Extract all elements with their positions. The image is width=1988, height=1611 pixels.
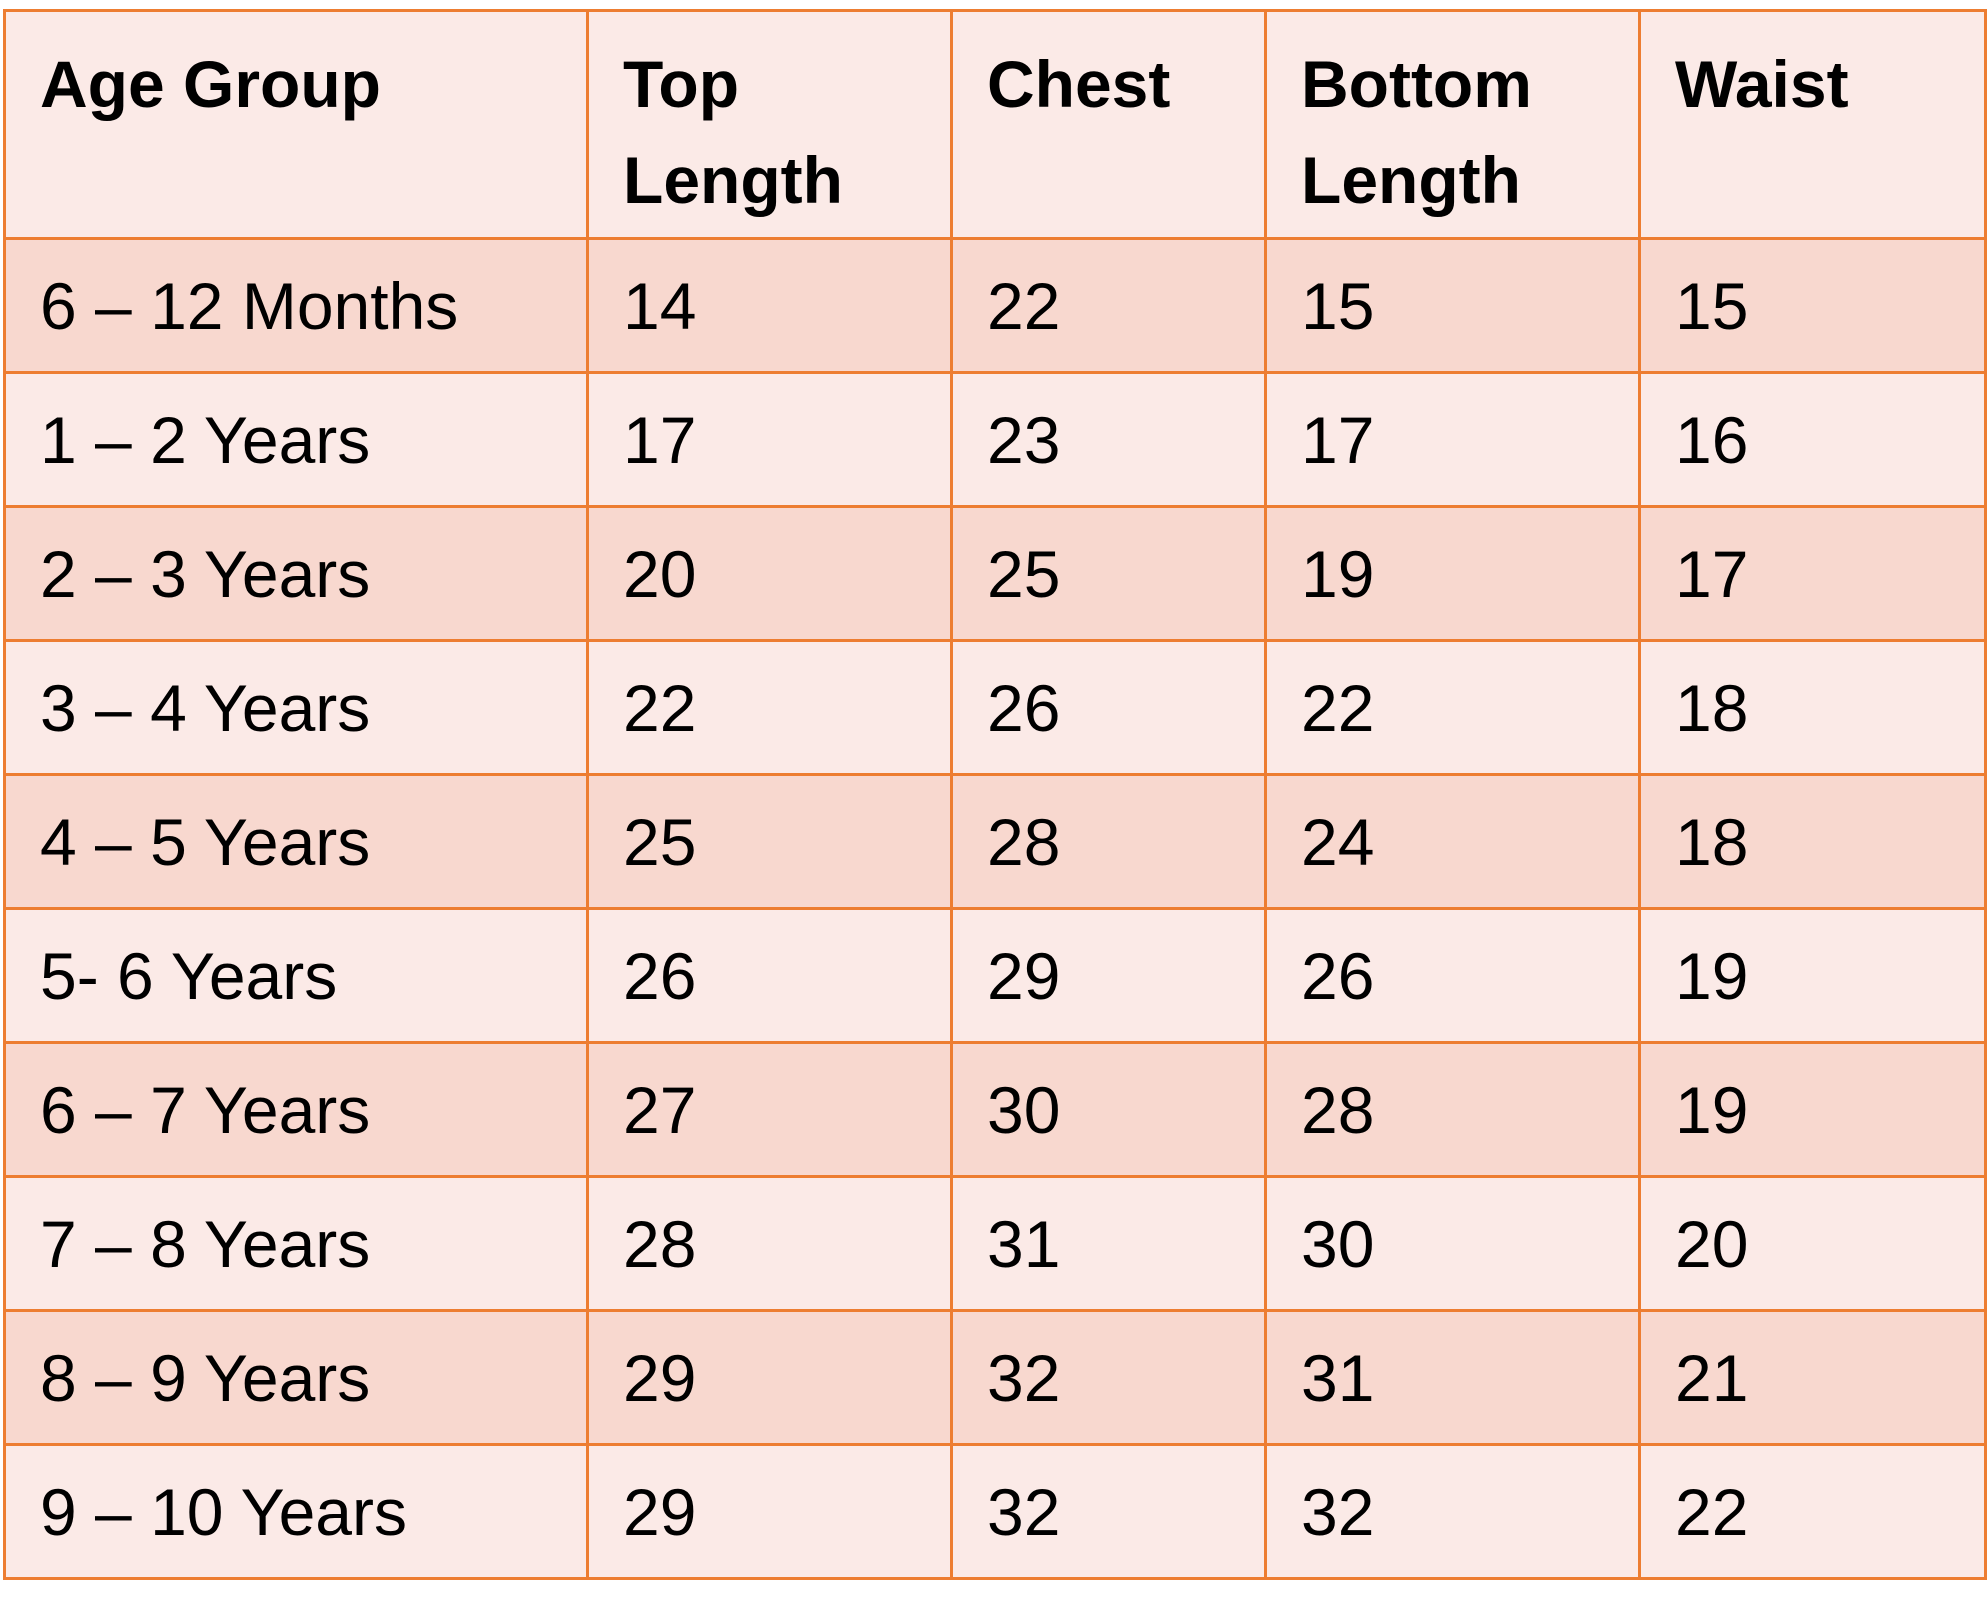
header-cell: Age Group — [3, 9, 589, 240]
measure-cell: 14 — [586, 237, 953, 374]
measure-cell: 31 — [1264, 1309, 1641, 1446]
measure-cell: 25 — [586, 773, 953, 910]
measure-cell: 31 — [950, 1175, 1267, 1312]
table-row: 3 – 4 Years 22 26 22 18 — [3, 639, 1987, 776]
header-cell: Top Length — [586, 9, 953, 240]
age-group-cell: 1 – 2 Years — [3, 371, 589, 508]
measure-cell: 26 — [1264, 907, 1641, 1044]
age-group-cell: 5- 6 Years — [3, 907, 589, 1044]
measure-cell: 29 — [950, 907, 1267, 1044]
measure-cell: 20 — [1638, 1175, 1987, 1312]
table-row: 1 – 2 Years 17 23 17 16 — [3, 371, 1987, 508]
measure-cell: 20 — [586, 505, 953, 642]
measure-cell: 17 — [586, 371, 953, 508]
measure-cell: 30 — [1264, 1175, 1641, 1312]
table-body: 6 – 12 Months 14 22 15 15 1 – 2 Years 17 23 17 16… — [3, 237, 1987, 1580]
header-cell: Waist — [1638, 9, 1987, 240]
measure-cell: 26 — [586, 907, 953, 1044]
header-cell: Chest — [950, 9, 1267, 240]
measure-cell: 25 — [950, 505, 1267, 642]
measure-cell: 26 — [950, 639, 1267, 776]
measure-cell: 15 — [1638, 237, 1987, 374]
measure-cell: 28 — [950, 773, 1267, 910]
measure-cell: 28 — [586, 1175, 953, 1312]
age-group-cell: 9 – 10 Years — [3, 1443, 589, 1580]
measure-cell: 17 — [1264, 371, 1641, 508]
measure-cell: 19 — [1638, 907, 1987, 1044]
measure-cell: 29 — [586, 1443, 953, 1580]
header-cell: Bottom Length — [1264, 9, 1641, 240]
table-row: 6 – 7 Years 27 30 28 19 — [3, 1041, 1987, 1178]
age-group-cell: 2 – 3 Years — [3, 505, 589, 642]
measure-cell: 21 — [1638, 1309, 1987, 1446]
measure-cell: 23 — [950, 371, 1267, 508]
age-group-cell: 8 – 9 Years — [3, 1309, 589, 1446]
measure-cell: 22 — [1264, 639, 1641, 776]
measure-cell: 22 — [586, 639, 953, 776]
table-row: 7 – 8 Years 28 31 30 20 — [3, 1175, 1987, 1312]
measure-cell: 16 — [1638, 371, 1987, 508]
measure-cell: 32 — [1264, 1443, 1641, 1580]
table-row: 6 – 12 Months 14 22 15 15 — [3, 237, 1987, 374]
measure-cell: 22 — [1638, 1443, 1987, 1580]
measure-cell: 30 — [950, 1041, 1267, 1178]
age-group-cell: 7 – 8 Years — [3, 1175, 589, 1312]
table-row: 2 – 3 Years 20 25 19 17 — [3, 505, 1987, 642]
table-row: 5- 6 Years 26 29 26 19 — [3, 907, 1987, 1044]
measure-cell: 28 — [1264, 1041, 1641, 1178]
measure-cell: 17 — [1638, 505, 1987, 642]
measure-cell: 18 — [1638, 773, 1987, 910]
measure-cell: 22 — [950, 237, 1267, 374]
age-group-cell: 6 – 7 Years — [3, 1041, 589, 1178]
measure-cell: 15 — [1264, 237, 1641, 374]
table-row: 4 – 5 Years 25 28 24 18 — [3, 773, 1987, 910]
measure-cell: 29 — [586, 1309, 953, 1446]
age-group-cell: 3 – 4 Years — [3, 639, 589, 776]
age-group-cell: 6 – 12 Months — [3, 237, 589, 374]
measure-cell: 32 — [950, 1443, 1267, 1580]
table-row: 8 – 9 Years 29 32 31 21 — [3, 1309, 1987, 1446]
age-group-cell: 4 – 5 Years — [3, 773, 589, 910]
measure-cell: 19 — [1264, 505, 1641, 642]
table-row: 9 – 10 Years 29 32 32 22 — [3, 1443, 1987, 1580]
measure-cell: 32 — [950, 1309, 1267, 1446]
size-table: Age Group Top Length Chest Bottom Length Wai… — [3, 9, 1987, 1580]
measure-cell: 19 — [1638, 1041, 1987, 1178]
measure-cell: 24 — [1264, 773, 1641, 910]
measure-cell: 18 — [1638, 639, 1987, 776]
header-row: Age Group Top Length Chest Bottom Length Wai… — [3, 9, 1987, 240]
measure-cell: 27 — [586, 1041, 953, 1178]
